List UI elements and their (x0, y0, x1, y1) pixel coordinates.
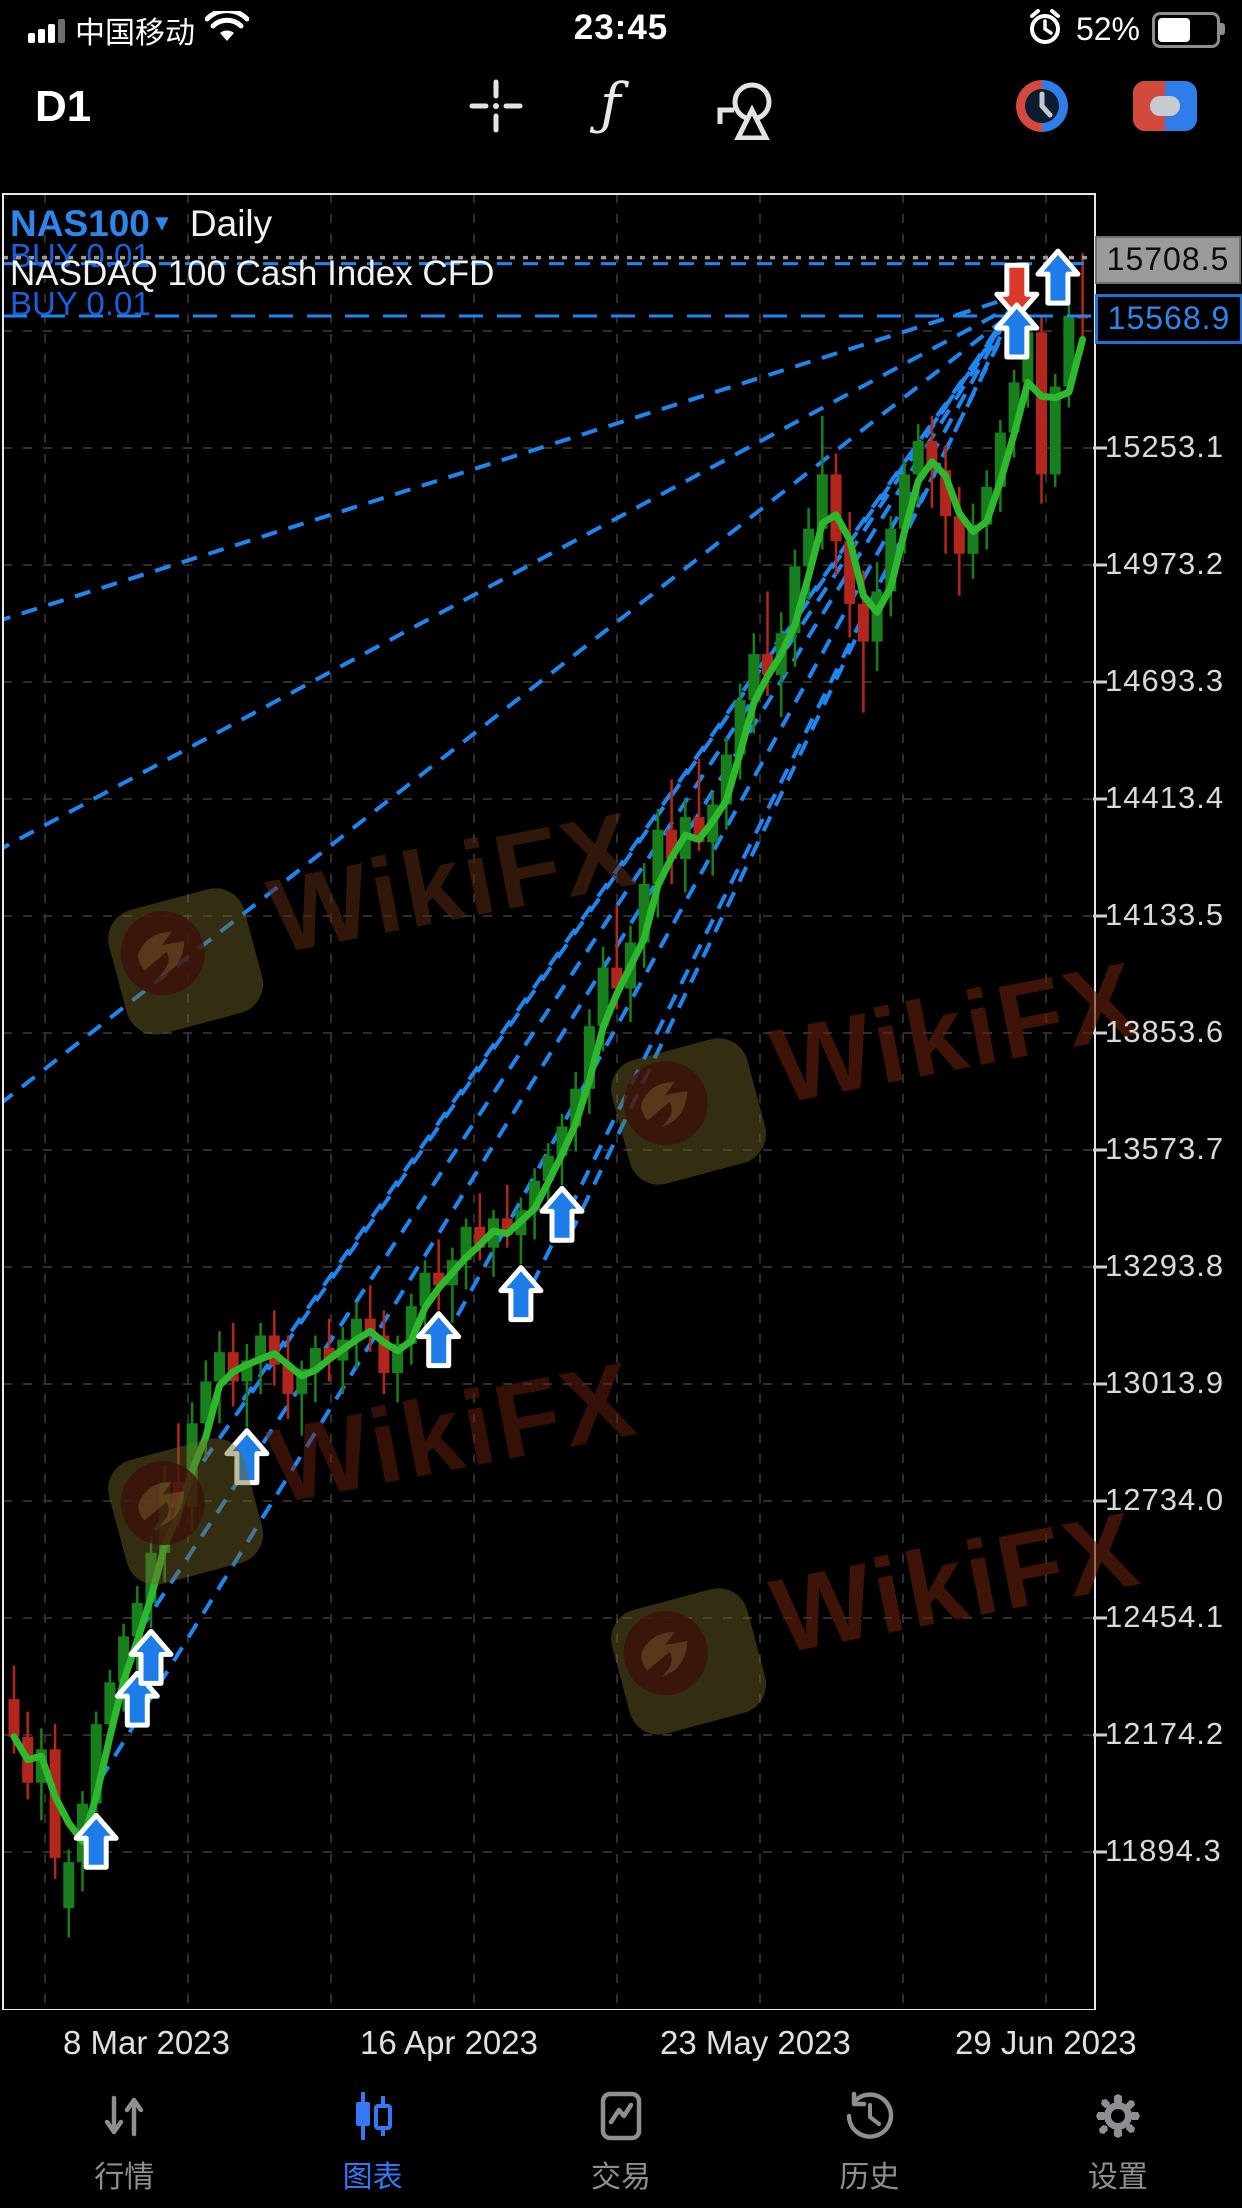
trade-arrow-up (416, 1311, 462, 1369)
signal-bars-icon (28, 17, 65, 43)
indicator-f-icon[interactable]: ƒ (600, 72, 621, 137)
price-axis-label: 13013.9 (1105, 1364, 1225, 1400)
price-axis-label: 12734.0 (1105, 1481, 1225, 1517)
trade-arrow-up (539, 1185, 585, 1243)
trade-arrow-up (128, 1628, 174, 1686)
order-label-1: BUY 0.01 (10, 237, 151, 274)
price-axis-label: 14133.5 (1105, 896, 1225, 932)
eagle-logo-icon (101, 1431, 270, 1592)
time-axis-label: 29 Jun 2023 (955, 2024, 1137, 2061)
price-chart[interactable]: NAS100 ▾ Daily BUY 0.01 NASDAQ 100 Cash In… (0, 192, 1242, 2010)
quotes-icon (104, 2095, 144, 2137)
trade-icon (600, 2091, 642, 2141)
settings-icon (1095, 2094, 1140, 2138)
watermark: WikiFX (101, 789, 652, 1042)
tab-charts[interactable]: 图表 (248, 2082, 496, 2208)
alarm-icon (1026, 8, 1064, 51)
price-axis-label: 13853.6 (1105, 1013, 1225, 1049)
tab-trade[interactable]: 交易 (497, 2082, 745, 2208)
bottom-tab-bar: 行情 图表 交易 历史 设置 (0, 2082, 1242, 2208)
tab-label: 交易 (591, 2161, 652, 2194)
price-axis-label: 14693.3 (1105, 662, 1225, 698)
trade-arrow-up (498, 1265, 544, 1323)
trade-arrow-up (1035, 248, 1081, 306)
order-label-2: BUY 0.01 (10, 285, 151, 322)
chart-toolbar: D1 ƒ (0, 58, 1242, 178)
crosshair-icon[interactable] (466, 76, 526, 141)
battery-icon (1152, 11, 1225, 48)
tab-quotes[interactable]: 行情 (0, 2082, 248, 2208)
objects-icon[interactable] (712, 76, 782, 145)
symbol-selector[interactable]: NAS100 ▾ Daily (10, 203, 272, 245)
chart-mode-icon[interactable] (1132, 80, 1198, 137)
clock-time: 23:45 (573, 8, 669, 47)
trade-arrow-up (994, 302, 1040, 360)
battery-percent-label: 52% (1075, 11, 1140, 47)
session-clock-icon[interactable] (1012, 76, 1072, 141)
trade-arrow-up (114, 1670, 160, 1728)
chevron-down-icon: ▾ (155, 209, 168, 236)
eagle-logo-icon (101, 881, 270, 1042)
price-axis-label: 12454.1 (1105, 1598, 1225, 1634)
time-axis: 8 Mar 2023 16 Apr 2023 23 May 2023 29 Jun 2… (0, 2014, 1242, 2074)
price-axis-label: 12174.2 (1105, 1715, 1225, 1751)
tab-label: 图表 (342, 2161, 403, 2194)
tab-settings[interactable]: 设置 (994, 2082, 1242, 2208)
price-axis-label: 14413.4 (1105, 779, 1225, 815)
price-axis-label: 13573.7 (1105, 1130, 1225, 1166)
price-axis-label: 11894.3 (1105, 1832, 1222, 1868)
eagle-logo-icon (604, 1581, 773, 1742)
carrier-label: 中国移动 (75, 17, 195, 50)
time-axis-label: 8 Mar 2023 (63, 2024, 230, 2061)
watermark: WikiFX (101, 1339, 652, 1592)
tab-history[interactable]: 历史 (745, 2082, 993, 2208)
timeframe-button[interactable]: D1 (35, 82, 92, 131)
watermark: WikiFX (604, 939, 1155, 1192)
price-badge-blue: 15568.9 (1095, 293, 1242, 344)
watermark: WikiFX (604, 1489, 1155, 1742)
period-label: Daily (189, 203, 273, 244)
trade-arrow-up (73, 1812, 119, 1870)
trade-arrow-down (994, 262, 1040, 320)
price-axis-label: 15253.1 (1105, 429, 1225, 464)
time-axis-label: 16 Apr 2023 (360, 2024, 538, 2061)
price-axis-label: 13293.8 (1105, 1247, 1225, 1283)
wifi-icon (204, 7, 250, 50)
symbol-label: NAS100 (10, 203, 150, 244)
tab-label: 历史 (839, 2161, 900, 2194)
status-bar: 中国移动 23:45 52% (0, 0, 1242, 58)
candlestick-chart-canvas[interactable] (0, 192, 1242, 2010)
price-badge-gray: 15708.5 (1095, 235, 1241, 284)
tab-label: 行情 (94, 2161, 155, 2194)
trade-arrow-up (224, 1428, 270, 1486)
history-icon (847, 2091, 894, 2139)
price-axis: 15253.1 14973.2 14693.3 14413.4 14133.5 13853… (1095, 192, 1242, 2010)
eagle-logo-icon (604, 1031, 773, 1192)
symbol-description: NASDAQ 100 Cash Index CFD (10, 254, 495, 293)
charts-icon (355, 2092, 392, 2140)
time-axis-label: 23 May 2023 (660, 2024, 851, 2061)
price-axis-label: 14973.2 (1105, 545, 1225, 581)
tab-label: 设置 (1087, 2161, 1148, 2194)
